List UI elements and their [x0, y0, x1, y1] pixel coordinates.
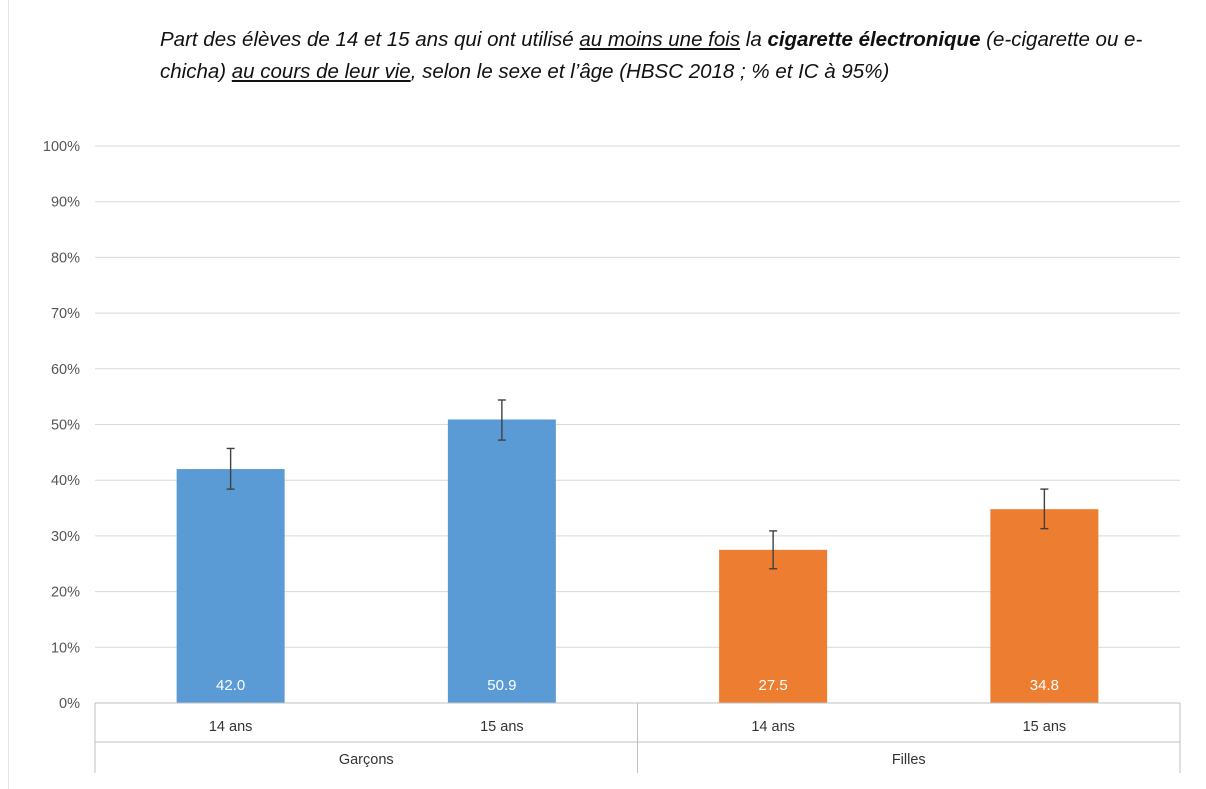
y-tick-label: 90%	[51, 195, 80, 211]
data-label: 50.9	[487, 677, 516, 694]
group-label: Garçons	[339, 752, 394, 768]
y-tick-label: 60%	[51, 362, 80, 378]
x-tick-label: 14 ans	[209, 719, 253, 735]
x-axis: 14 ans 15 ans 14 ans 15 ans Garçons Filles	[95, 703, 1180, 773]
data-label: 42.0	[216, 677, 245, 694]
y-tick-label: 0%	[59, 696, 80, 712]
data-label: 34.8	[1030, 677, 1059, 694]
bars	[177, 419, 1099, 703]
y-tick-label: 70%	[51, 306, 80, 322]
x-tick-label: 15 ans	[1023, 719, 1067, 735]
bar	[990, 509, 1098, 703]
y-axis-ticks: 0% 10% 20% 30% 40% 50% 60% 70% 80% 90% 100%	[43, 139, 80, 712]
x-tick-label: 14 ans	[751, 719, 795, 735]
y-tick-label: 50%	[51, 418, 80, 434]
error-bars	[227, 400, 1049, 569]
y-tick-label: 10%	[51, 640, 80, 656]
y-tick-label: 20%	[51, 585, 80, 601]
bar	[448, 419, 556, 703]
y-tick-label: 100%	[43, 139, 80, 155]
bar	[177, 469, 285, 703]
data-labels: 42.0 50.9 27.5 34.8	[216, 677, 1059, 694]
y-tick-label: 80%	[51, 250, 80, 266]
group-label: Filles	[892, 752, 926, 768]
data-label: 27.5	[759, 677, 788, 694]
y-tick-label: 30%	[51, 529, 80, 545]
x-tick-label: 15 ans	[480, 719, 524, 735]
y-tick-label: 40%	[51, 473, 80, 489]
